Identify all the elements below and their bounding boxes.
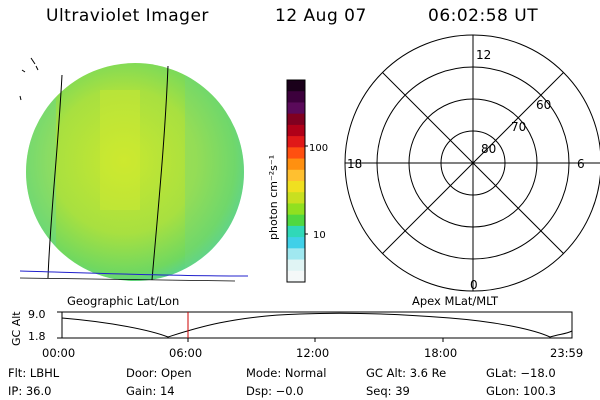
info-gain: Gain: 14 (126, 384, 175, 398)
right-panel-caption: Apex MLat/MLT (412, 294, 499, 308)
colorbar-cell (287, 158, 305, 171)
colorbar-cell (287, 214, 305, 227)
colorbar-cell (287, 259, 305, 272)
info-seq: Seq: 39 (366, 384, 410, 398)
orbit-xtick-1800: 18:00 (424, 346, 457, 360)
mlt-label-noon: 12 (476, 48, 491, 62)
terminator-line (19, 277, 236, 282)
mlat-label-80: 80 (481, 142, 496, 156)
orbit-xtick-0600: 06:00 (169, 346, 202, 360)
colorbar-cell (287, 237, 305, 249)
colorbar-cell (287, 147, 305, 160)
info-filter: Flt: LBHL (8, 366, 60, 380)
colorbar-cell (287, 80, 305, 92)
colorbar-unit-label: photon cm⁻²s⁻¹ (267, 155, 280, 240)
orbit-xtick-0000: 00:00 (42, 346, 75, 360)
meridian-line (151, 65, 169, 281)
colorbar-tick-100: 100 (309, 143, 328, 154)
orbit-ytick-min: 1.8 (28, 330, 46, 343)
earth-disk-image (19, 57, 249, 282)
orbit-ylabel: GC Alt (10, 311, 23, 346)
coastline-fragment (19, 57, 39, 101)
colorbar-tick-10: 10 (313, 230, 326, 241)
mlt-label-dusk: 18 (347, 157, 362, 171)
colorbar-cell (287, 270, 305, 283)
orbit-ytick-max: 9.0 (28, 308, 46, 321)
meridian-line (47, 74, 63, 279)
colorbar-cell (287, 113, 305, 126)
colorbar-cell (287, 169, 305, 182)
colorbar-frame (286, 79, 306, 283)
colorbar-cell (287, 91, 305, 103)
colorbar-cell (287, 181, 305, 193)
colorbar (286, 79, 308, 283)
left-panel-caption: Geographic Lat/Lon (67, 294, 179, 308)
orbit-plot-frame (61, 311, 573, 339)
info-ip: IP: 36.0 (8, 384, 52, 398)
mlt-label-midnight: 0 (470, 278, 478, 292)
colorbar-cell (287, 124, 305, 137)
colorbar-cell (287, 136, 305, 148)
mlt-label-dawn: 6 (577, 157, 585, 171)
info-mode: Mode: Normal (246, 366, 327, 380)
info-glon: GLon: 100.3 (486, 384, 556, 398)
colorbar-cell (287, 102, 305, 115)
time-label: 06:02:58 UT (428, 6, 539, 26)
orbit-plot (57, 311, 573, 342)
orbit-xtick-1200: 12:00 (296, 346, 329, 360)
altitude-curve (61, 312, 573, 338)
orbit-xtick-2359: 23:59 (550, 346, 583, 360)
date-label: 12 Aug 07 (275, 6, 367, 26)
info-door: Door: Open (126, 366, 192, 380)
info-glat: GLat: −18.0 (486, 366, 556, 380)
colorbar-cell (287, 203, 305, 216)
mlat-label-70: 70 (511, 120, 526, 134)
colorbar-cell (287, 225, 305, 238)
colorbar-cell (287, 248, 305, 261)
instrument-title: Ultraviolet Imager (46, 6, 209, 26)
info-gc-alt: GC Alt: 3.6 Re (366, 366, 447, 380)
mlat-label-60: 60 (536, 98, 551, 112)
polar-grid (344, 34, 600, 292)
info-dsp: Dsp: −0.0 (246, 384, 304, 398)
colorbar-cell (287, 192, 305, 204)
latitude-line (19, 270, 249, 277)
